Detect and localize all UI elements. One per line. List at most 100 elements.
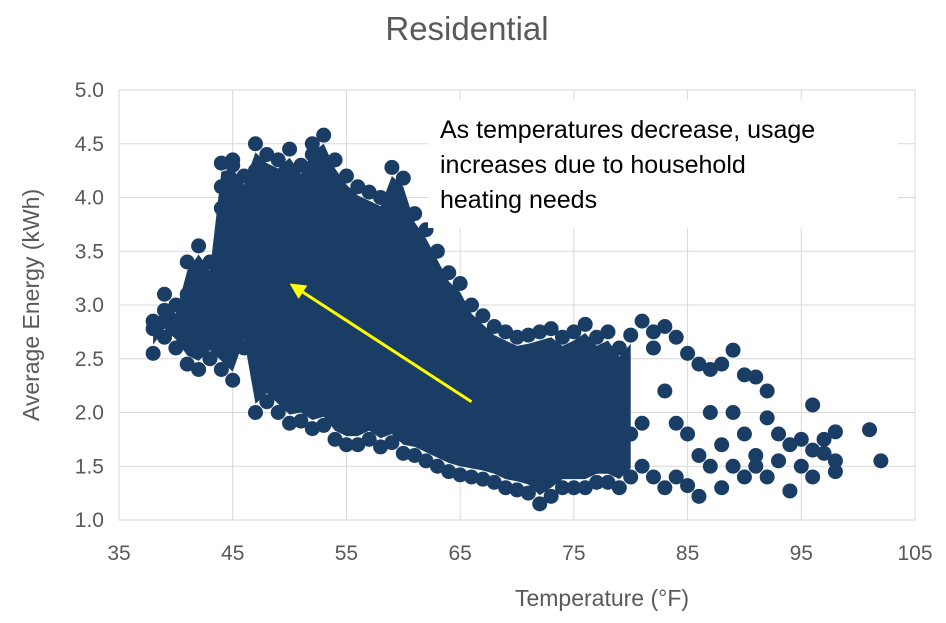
data-point [589,458,605,474]
data-point [236,168,252,184]
data-point [634,415,650,431]
data-point [156,302,172,318]
data-point [520,327,536,343]
data-point [498,480,514,496]
data-point [623,469,639,485]
data-point [270,152,286,168]
annotation-line-1: As temperatures decrease, usage [440,116,815,144]
data-point [282,168,298,184]
data-point [827,424,843,440]
y-tick-label: 4.5 [75,133,104,156]
data-point [304,136,320,152]
data-point [805,442,821,458]
y-axis-ticks: 1.0 1.5 2.0 2.5 3.0 3.5 4.0 4.5 5.0 [75,79,104,532]
data-point [577,448,593,463]
data-point [304,147,320,162]
data-point [293,190,309,205]
point-cloud [153,143,631,496]
data-point [827,464,843,480]
data-point [805,397,821,413]
data-point [554,329,570,345]
x-axis-title: Temperature (°F) [515,585,689,611]
data-point [725,342,741,358]
y-tick-label: 3.5 [75,240,104,263]
data-point [736,426,752,442]
data-point [225,265,241,281]
data-point [600,453,616,469]
data-point [771,453,787,469]
data-point [645,469,661,485]
data-point [168,297,184,313]
data-point [259,179,275,195]
data-point [668,469,684,485]
data-point [827,453,843,469]
data-point [554,448,570,463]
y-tick-label: 1.0 [75,509,104,532]
data-point [373,190,389,205]
data-point [725,458,741,474]
data-point [566,480,582,496]
data-point [225,157,241,173]
data-point [736,469,752,485]
data-point [191,276,207,291]
data-point [736,367,752,383]
data-point [680,345,696,361]
annotation-line-3: heating needs [440,186,597,214]
data-point [191,362,207,377]
data-point [384,435,400,451]
data-point [213,362,229,377]
data-point [213,179,229,195]
data-point [577,316,593,332]
data-point [395,254,411,270]
data-point [202,297,218,313]
data-point [816,445,832,461]
data-point [759,383,775,399]
data-point [316,168,332,184]
x-tick-label: 65 [448,542,471,565]
data-point [464,297,480,313]
data-point [395,170,411,186]
data-point [361,431,377,447]
data-point [634,313,650,329]
data-point [498,324,514,340]
y-axis-title: Average Energy (kWh) [18,189,44,421]
data-point [395,445,411,461]
data-point [748,448,764,463]
y-tick-label: 5.0 [75,79,104,102]
x-tick-label: 35 [107,542,130,565]
data-point [247,136,263,152]
data-point [213,233,229,248]
x-tick-label: 45 [221,542,244,565]
data-point [816,431,832,447]
data-point [202,254,218,270]
y-tick-label: 1.5 [75,455,104,478]
data-point [384,159,400,175]
data-point [293,413,309,429]
data-point [327,431,343,447]
data-point [873,453,889,469]
data-point [509,329,525,345]
data-point [316,127,332,143]
data-point [748,458,764,474]
data-point [532,426,548,442]
data-point [611,458,627,474]
data-point [566,453,582,469]
y-tick-label: 2.5 [75,348,104,371]
data-point [156,286,172,302]
data-point [407,265,423,281]
data-point [179,286,195,302]
data-point [680,426,696,442]
data-point [793,458,809,474]
data-point [520,485,536,501]
data-point [327,152,343,168]
data-point [282,141,298,157]
data-point [680,478,696,494]
data-point [600,324,616,340]
data-point [247,163,263,179]
data-point [475,308,491,324]
data-point [429,243,445,259]
data-point [350,211,366,227]
data-point [179,254,195,270]
data-point [361,233,377,248]
data-point [771,426,787,442]
